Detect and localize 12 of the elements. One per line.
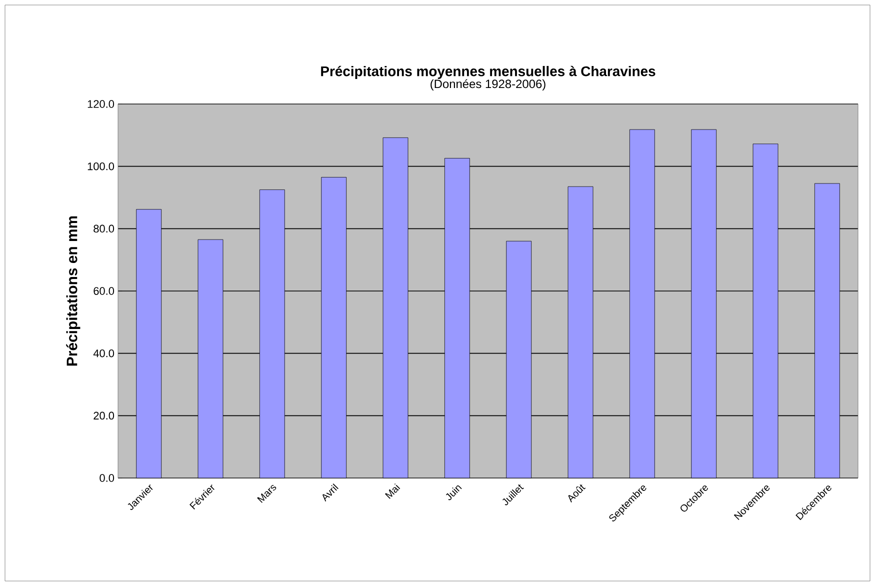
y-axis-title: Précipitations en mm	[66, 216, 80, 366]
y-tick-label: 80.0	[94, 224, 114, 233]
y-tick-label: 120.0	[88, 100, 114, 108]
y-tick-label: 20.0	[94, 412, 114, 420]
y-tick-label: 40.0	[93, 349, 114, 358]
x-tick-label: Juin	[446, 485, 462, 500]
chart-title: Précipitations moyennes mensuelles à Charavines	[321, 66, 656, 79]
y-tick-label: 0.0	[100, 474, 114, 482]
y-tick-label: 100.0	[88, 162, 114, 170]
y-tick-label: 60.0	[94, 287, 114, 295]
x-tick-label: Mai	[384, 483, 400, 499]
chart-subtitle: (Données 1928-2006)	[430, 79, 546, 90]
